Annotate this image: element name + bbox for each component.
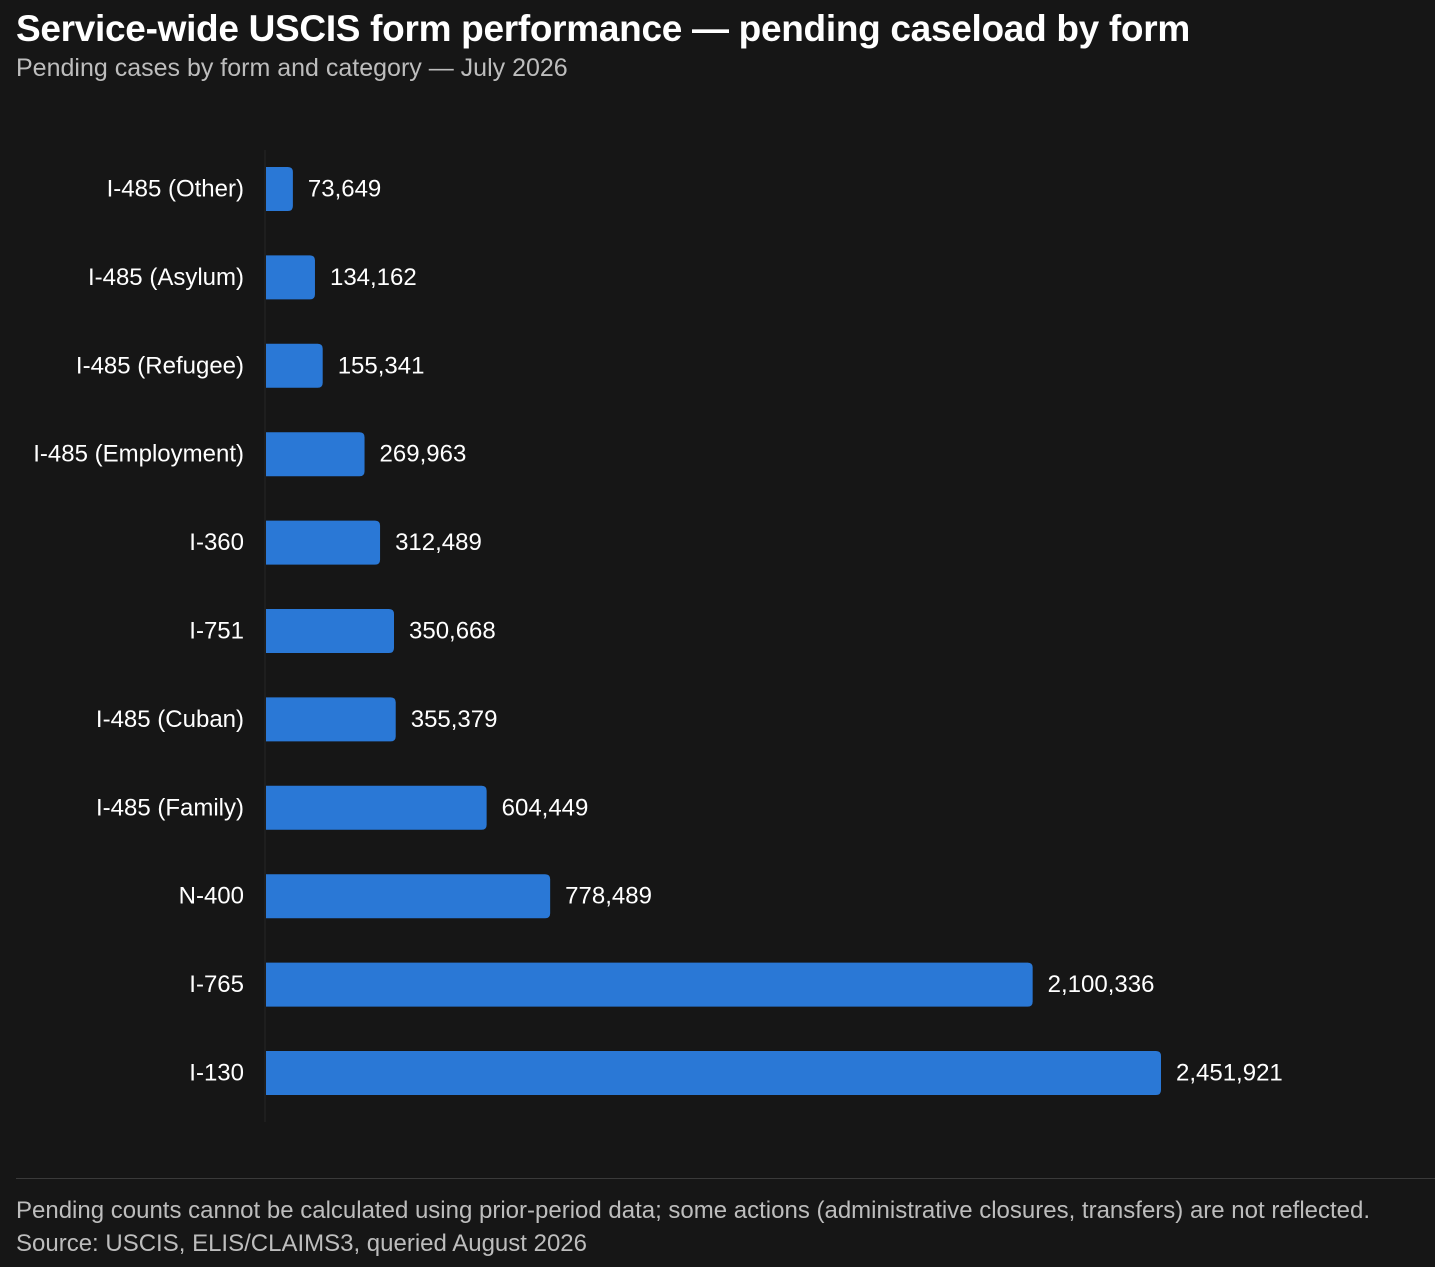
data-label: 312,489: [395, 529, 482, 556]
bar-chart: I-485 (Other) 73,649 I-485 (Asylum) 134,162…: [33, 167, 1283, 1095]
category-label: I-751: [189, 618, 244, 645]
bar: [266, 962, 1033, 1007]
data-label: 355,379: [411, 706, 498, 733]
data-label: 350,668: [409, 618, 496, 645]
bar: [266, 1051, 1161, 1095]
chart-title: Service-wide USCIS form performance — pe…: [16, 8, 1190, 49]
bar: [266, 255, 315, 300]
footer-source: Source: USCIS, ELIS/CLAIMS3, queried Aug…: [16, 1230, 587, 1257]
data-label: 155,341: [338, 352, 425, 379]
bar: [266, 432, 365, 477]
bar: [266, 343, 323, 388]
bar: [266, 874, 551, 919]
category-label: I-485 (Refugee): [76, 352, 244, 379]
chart-subtitle: Pending cases by form and category — Jul…: [16, 54, 568, 82]
data-label: 2,100,336: [1048, 971, 1155, 998]
footer-divider: [16, 1178, 1435, 1179]
category-label: I-485 (Employment): [33, 441, 244, 468]
category-label: I-765: [189, 971, 244, 998]
bar: [266, 609, 395, 653]
bar: [266, 697, 396, 742]
bar: [266, 785, 487, 830]
data-label: 778,489: [565, 883, 652, 910]
category-label: I-485 (Asylum): [88, 264, 244, 291]
bar: [266, 167, 293, 211]
category-label: N-400: [179, 883, 244, 910]
footer-note: Pending counts cannot be calculated usin…: [16, 1197, 1371, 1224]
category-label: I-360: [189, 529, 244, 556]
data-label: 269,963: [380, 441, 467, 468]
category-label: I-485 (Cuban): [96, 706, 244, 733]
category-label: I-130: [189, 1060, 244, 1087]
bar: [266, 520, 381, 565]
data-label: 604,449: [502, 794, 589, 821]
data-label: 73,649: [308, 176, 381, 203]
data-label: 2,451,921: [1176, 1060, 1283, 1087]
category-label: I-485 (Other): [107, 176, 244, 203]
data-label: 134,162: [330, 264, 417, 291]
category-label: I-485 (Family): [96, 794, 244, 821]
